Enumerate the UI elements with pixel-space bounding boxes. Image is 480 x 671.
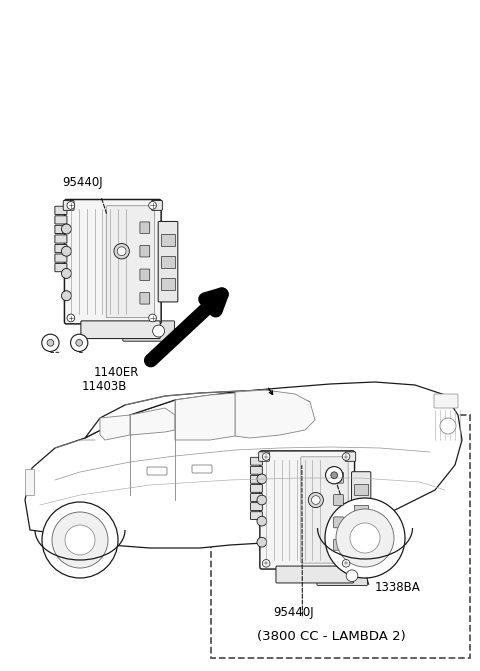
Circle shape (47, 340, 54, 346)
Circle shape (61, 291, 72, 301)
FancyBboxPatch shape (334, 517, 343, 528)
Text: 11403B: 11403B (82, 380, 127, 393)
Polygon shape (235, 390, 315, 438)
FancyBboxPatch shape (251, 466, 263, 474)
Circle shape (257, 474, 267, 484)
FancyBboxPatch shape (55, 235, 67, 243)
FancyBboxPatch shape (301, 457, 348, 563)
Circle shape (42, 502, 118, 578)
Circle shape (325, 466, 343, 484)
Circle shape (65, 525, 95, 555)
Circle shape (61, 268, 72, 278)
FancyBboxPatch shape (192, 465, 212, 473)
Circle shape (42, 334, 59, 352)
Bar (354, 484, 368, 495)
FancyBboxPatch shape (55, 216, 67, 224)
FancyBboxPatch shape (334, 472, 343, 483)
Circle shape (257, 495, 267, 505)
Circle shape (61, 224, 72, 234)
FancyBboxPatch shape (251, 494, 263, 501)
FancyBboxPatch shape (317, 566, 368, 585)
FancyBboxPatch shape (64, 199, 161, 324)
FancyBboxPatch shape (81, 321, 160, 339)
FancyBboxPatch shape (158, 221, 178, 302)
Circle shape (61, 246, 72, 256)
FancyBboxPatch shape (106, 206, 155, 317)
Polygon shape (130, 408, 175, 435)
Circle shape (336, 509, 394, 567)
Polygon shape (25, 382, 462, 548)
Bar (354, 525, 368, 537)
Circle shape (52, 512, 108, 568)
Circle shape (342, 453, 350, 460)
Text: 95440J: 95440J (274, 606, 314, 619)
Circle shape (71, 334, 88, 352)
Circle shape (308, 493, 324, 507)
FancyBboxPatch shape (152, 201, 162, 210)
FancyBboxPatch shape (251, 484, 263, 493)
Text: (3800 CC - LAMBDA 2): (3800 CC - LAMBDA 2) (257, 630, 406, 643)
FancyBboxPatch shape (63, 201, 74, 210)
FancyBboxPatch shape (140, 293, 150, 304)
FancyBboxPatch shape (434, 394, 458, 408)
Circle shape (312, 496, 320, 505)
Bar (161, 278, 175, 290)
Polygon shape (175, 393, 235, 440)
FancyBboxPatch shape (147, 467, 167, 475)
Circle shape (149, 314, 156, 322)
FancyBboxPatch shape (55, 254, 67, 262)
Circle shape (350, 523, 380, 553)
Circle shape (117, 247, 126, 256)
Circle shape (153, 325, 165, 337)
FancyBboxPatch shape (334, 495, 343, 505)
FancyBboxPatch shape (260, 451, 355, 569)
Bar (211, 415, 470, 658)
Bar (354, 505, 368, 516)
Circle shape (67, 201, 75, 209)
Circle shape (325, 498, 405, 578)
FancyBboxPatch shape (251, 476, 263, 483)
Circle shape (263, 560, 270, 567)
FancyBboxPatch shape (140, 222, 150, 234)
Circle shape (440, 418, 456, 434)
FancyBboxPatch shape (351, 472, 371, 548)
FancyBboxPatch shape (345, 452, 356, 461)
Text: 95440J: 95440J (62, 176, 103, 189)
FancyBboxPatch shape (55, 225, 67, 234)
Polygon shape (85, 390, 310, 438)
Circle shape (346, 570, 358, 582)
FancyBboxPatch shape (251, 458, 263, 465)
Text: 1338BA: 1338BA (374, 580, 420, 594)
Circle shape (114, 244, 130, 259)
Circle shape (331, 472, 337, 478)
FancyBboxPatch shape (251, 512, 263, 519)
Text: 1140ER: 1140ER (94, 366, 139, 379)
Circle shape (76, 340, 83, 346)
Circle shape (263, 453, 270, 460)
Circle shape (67, 314, 75, 322)
FancyBboxPatch shape (259, 452, 269, 461)
FancyBboxPatch shape (276, 566, 354, 583)
FancyBboxPatch shape (55, 244, 67, 253)
Circle shape (257, 516, 267, 526)
FancyBboxPatch shape (251, 503, 263, 511)
FancyBboxPatch shape (55, 264, 67, 272)
FancyBboxPatch shape (123, 321, 175, 341)
Circle shape (257, 537, 267, 547)
Circle shape (149, 201, 156, 209)
FancyBboxPatch shape (140, 269, 150, 280)
Bar (161, 256, 175, 268)
FancyBboxPatch shape (334, 539, 343, 550)
FancyBboxPatch shape (25, 470, 35, 495)
FancyBboxPatch shape (140, 246, 150, 257)
Bar (161, 234, 175, 246)
Circle shape (342, 560, 350, 567)
FancyBboxPatch shape (55, 206, 67, 215)
Polygon shape (100, 410, 165, 440)
